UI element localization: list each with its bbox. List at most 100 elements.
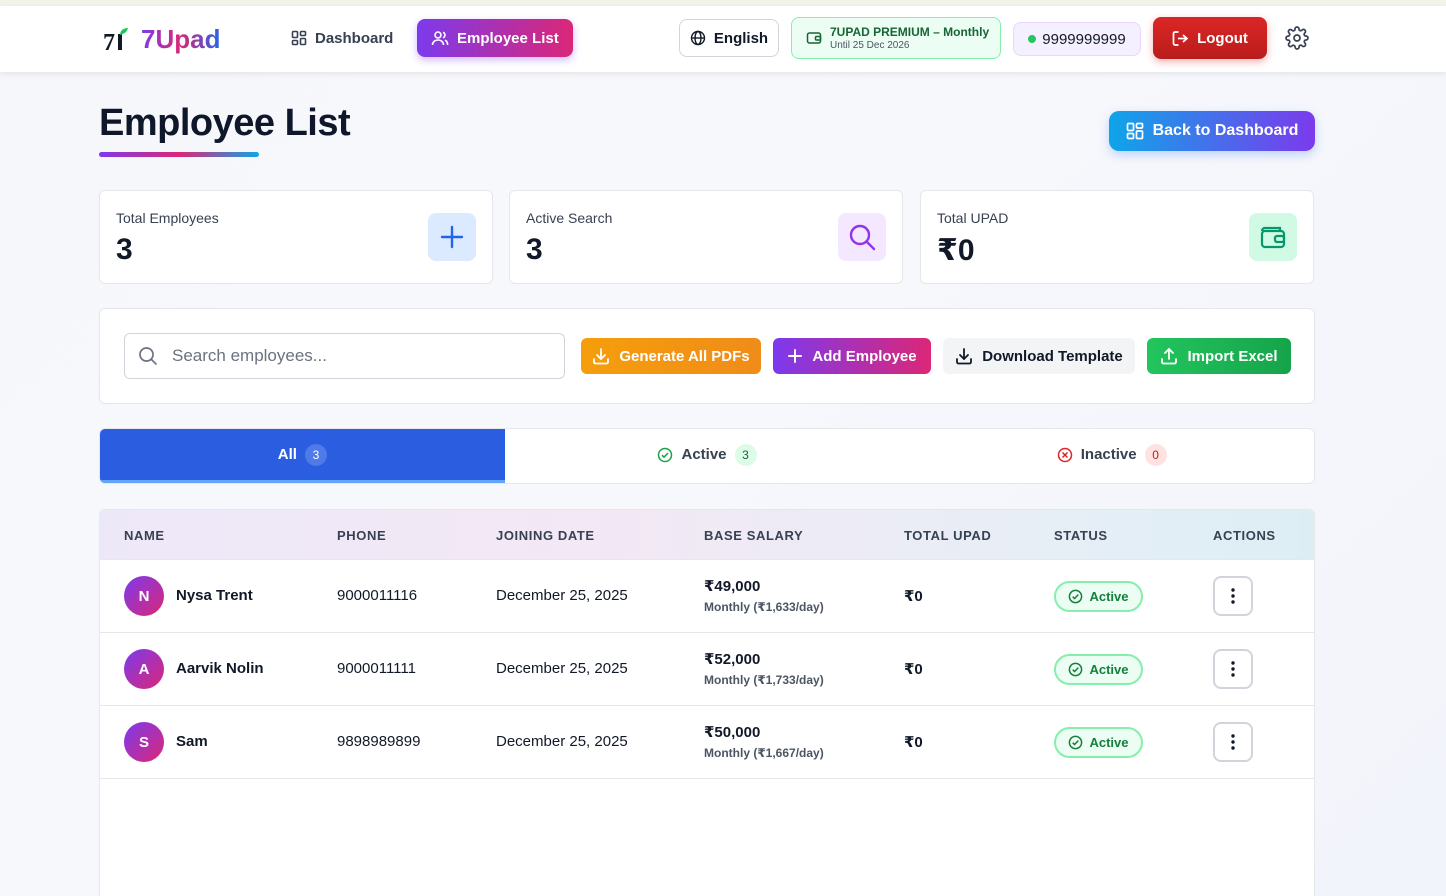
check-circle-icon <box>1069 735 1083 750</box>
stat-label: Total Employees <box>116 210 219 226</box>
employee-name: Aarvik Nolin <box>176 660 264 677</box>
employee-phone: 9000011111 <box>337 660 416 677</box>
employee-name: Nysa Trent <box>176 587 253 604</box>
search-box[interactable] <box>124 333 565 379</box>
tab-all[interactable]: All 3 <box>100 429 505 483</box>
more-vertical-icon <box>1231 734 1235 750</box>
logo-mark-icon: 7 <box>103 27 128 54</box>
row-actions-button[interactable] <box>1213 722 1253 762</box>
language-selector[interactable]: English <box>679 19 779 57</box>
tab-active-count: 3 <box>734 443 757 466</box>
import-excel-label: Import Excel <box>1187 347 1278 365</box>
employee-salary-detail: Monthly (₹1,633/day) <box>704 600 824 614</box>
column-header-base-salary: BASE SALARY <box>704 528 804 543</box>
svg-text:7: 7 <box>103 30 115 54</box>
tab-inactive[interactable]: Inactive 0 <box>909 429 1314 483</box>
status-tabs: All 3 Active 3 Inactive 0 <box>99 428 1315 484</box>
tab-inactive-count: 0 <box>1144 443 1167 466</box>
stat-label: Active Search <box>526 210 613 226</box>
premium-until: Until 25 Dec 2026 <box>830 39 910 51</box>
globe-icon <box>690 30 706 46</box>
row-actions-button[interactable] <box>1213 576 1253 616</box>
x-circle-icon <box>1057 447 1072 462</box>
nav-employee-list[interactable]: Employee List <box>417 19 573 57</box>
status-badge: Active <box>1054 654 1143 685</box>
premium-title: 7UPAD PREMIUM – Monthly <box>830 24 990 39</box>
employee-table: NAME PHONE JOINING DATE BASE SALARY TOTA… <box>99 509 1315 896</box>
column-header-name: NAME <box>124 528 165 543</box>
tab-active[interactable]: Active 3 <box>505 429 910 483</box>
check-circle-icon <box>658 447 673 462</box>
nav-employee-list-label: Employee List <box>457 29 559 47</box>
title-underline <box>99 152 259 157</box>
column-header-joining-date: JOINING DATE <box>496 528 595 543</box>
tab-all-label: All <box>277 446 297 463</box>
avatar: A <box>124 649 164 689</box>
check-circle-icon <box>1069 589 1083 604</box>
employee-total-upad: ₹0 <box>904 588 923 605</box>
toolbar: Generate All PDFs Add Employee Download … <box>99 308 1315 404</box>
employee-phone: 9898989899 <box>337 733 421 750</box>
back-to-dashboard-label: Back to Dashboard <box>1152 122 1299 139</box>
table-header: NAME PHONE JOINING DATE BASE SALARY TOTA… <box>100 510 1314 560</box>
grid-icon <box>291 30 307 46</box>
column-header-phone: PHONE <box>337 528 387 543</box>
search-input[interactable] <box>172 346 552 366</box>
column-header-total-upad: TOTAL UPAD <box>904 528 992 543</box>
download-icon <box>956 348 973 365</box>
add-employee-label: Add Employee <box>812 347 917 365</box>
status-badge: Active <box>1054 727 1143 758</box>
users-icon <box>431 31 449 46</box>
user-phone: 9999999999 <box>1042 30 1126 48</box>
download-template-button[interactable]: Download Template <box>943 338 1135 374</box>
app-logo[interactable]: 7 7Upad <box>103 24 220 55</box>
table-row[interactable]: N Nysa Trent 9000011116 December 25, 202… <box>100 560 1314 633</box>
row-actions-button[interactable] <box>1213 649 1253 689</box>
nav-dashboard[interactable]: Dashboard <box>277 19 407 57</box>
wallet-icon <box>1249 213 1297 261</box>
check-circle-icon <box>1069 662 1083 677</box>
plus-icon <box>428 213 476 261</box>
employee-joining-date: December 25, 2025 <box>496 660 628 677</box>
status-label: Active <box>1089 589 1129 604</box>
employee-phone: 9000011116 <box>337 587 418 604</box>
status-label: Active <box>1089 735 1129 750</box>
top-accent-strip <box>0 0 1446 6</box>
stat-value: ₹0 <box>937 234 975 267</box>
employee-joining-date: December 25, 2025 <box>496 733 628 750</box>
logout-button[interactable]: Logout <box>1153 17 1267 59</box>
premium-badge[interactable]: 7UPAD PREMIUM – Monthly Until 25 Dec 202… <box>791 17 1001 59</box>
stat-card-active-search: Active Search 3 <box>509 190 903 284</box>
tab-inactive-label: Inactive <box>1080 446 1137 463</box>
download-icon <box>593 348 610 365</box>
stat-card-total-upad: Total UPAD ₹0 <box>920 190 1314 284</box>
search-icon <box>838 213 886 261</box>
logout-label: Logout <box>1197 29 1248 47</box>
logo-text: 7Upad <box>141 24 221 54</box>
stat-card-total-employees: Total Employees 3 <box>99 190 493 284</box>
employee-salary: ₹49,000 <box>704 578 761 595</box>
table-row[interactable]: S Sam 9898989899 December 25, 2025 ₹50,0… <box>100 706 1314 779</box>
stat-label: Total UPAD <box>937 210 1009 226</box>
plus-icon <box>788 349 803 363</box>
download-template-label: Download Template <box>982 347 1123 365</box>
stat-value: 3 <box>526 233 543 266</box>
employee-salary: ₹50,000 <box>704 724 761 741</box>
tab-all-count: 3 <box>304 443 327 466</box>
language-label: English <box>713 29 769 47</box>
wallet-icon <box>806 32 822 44</box>
status-badge: Active <box>1054 581 1143 612</box>
employee-total-upad: ₹0 <box>904 734 923 751</box>
back-to-dashboard-button[interactable]: Back to Dashboard <box>1109 111 1315 151</box>
column-header-status: STATUS <box>1054 528 1108 543</box>
employee-salary: ₹52,000 <box>704 651 761 668</box>
table-row[interactable]: A Aarvik Nolin 9000011111 December 25, 2… <box>100 633 1314 706</box>
settings-gear-icon[interactable] <box>1285 26 1309 50</box>
top-navbar: 7 7Upad Dashboard Employee List English … <box>0 6 1446 72</box>
avatar: S <box>124 722 164 762</box>
employee-total-upad: ₹0 <box>904 661 923 678</box>
generate-all-pdfs-button[interactable]: Generate All PDFs <box>581 338 761 374</box>
generate-all-pdfs-label: Generate All PDFs <box>619 347 750 365</box>
import-excel-button[interactable]: Import Excel <box>1147 338 1291 374</box>
add-employee-button[interactable]: Add Employee <box>773 338 931 374</box>
